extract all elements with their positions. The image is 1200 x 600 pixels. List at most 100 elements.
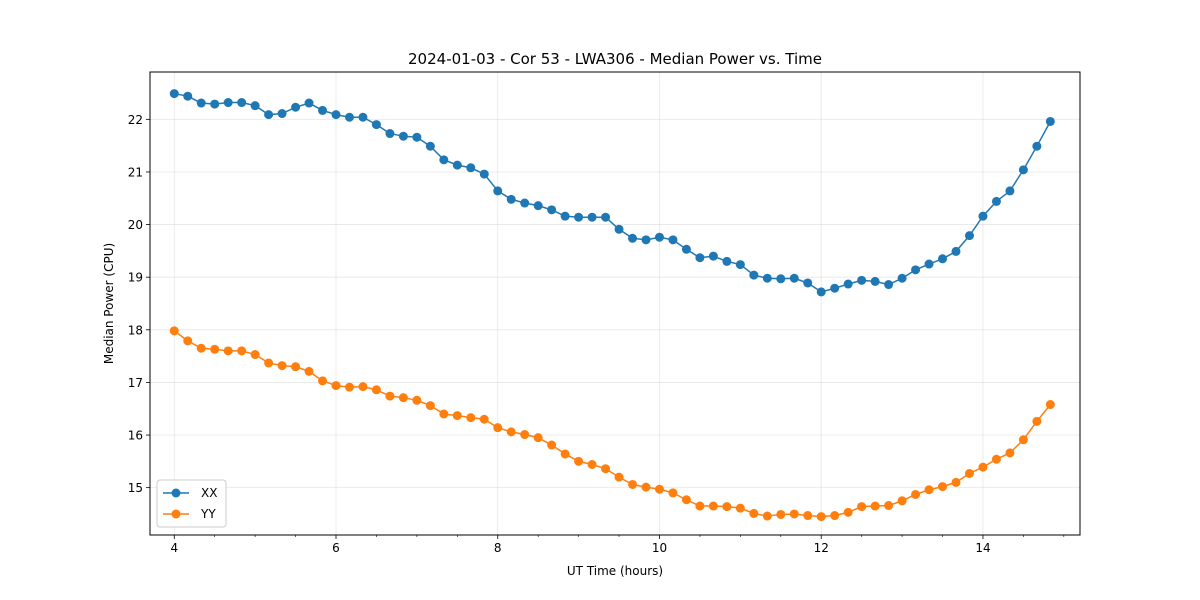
data-point-yy — [911, 489, 921, 499]
data-point-xx — [735, 260, 745, 270]
data-point-xx — [587, 212, 597, 222]
data-point-xx — [506, 194, 516, 204]
data-point-yy — [250, 350, 260, 360]
data-point-yy — [884, 501, 894, 511]
data-point-yy — [897, 496, 907, 506]
data-point-xx — [641, 235, 651, 245]
data-point-yy — [493, 423, 503, 433]
series-yy — [169, 326, 1055, 522]
data-point-yy — [776, 509, 786, 519]
data-point-xx — [264, 110, 274, 120]
data-point-xx — [654, 232, 664, 242]
data-point-xx — [560, 211, 570, 221]
data-point-xx — [938, 254, 948, 264]
legend-marker-xx — [171, 488, 181, 498]
data-point-yy — [574, 456, 584, 466]
data-point-xx — [843, 279, 853, 289]
data-point-xx — [237, 98, 247, 108]
data-point-yy — [1032, 416, 1042, 426]
data-point-xx — [398, 131, 408, 141]
x-tick-label: 14 — [975, 541, 990, 555]
data-point-yy — [601, 464, 611, 474]
data-point-xx — [884, 280, 894, 290]
data-point-yy — [412, 395, 422, 405]
data-point-yy — [843, 507, 853, 517]
data-point-xx — [291, 102, 301, 112]
data-point-xx — [964, 231, 974, 241]
data-point-xx — [479, 169, 489, 179]
data-point-yy — [964, 468, 974, 478]
data-point-xx — [1005, 186, 1015, 196]
data-point-yy — [857, 502, 867, 512]
data-point-yy — [789, 509, 799, 519]
data-point-yy — [762, 511, 772, 521]
data-point-yy — [506, 427, 516, 437]
data-point-yy — [237, 346, 247, 356]
legend-label-yy: YY — [200, 507, 216, 521]
data-point-yy — [264, 358, 274, 368]
data-point-xx — [412, 132, 422, 142]
data-point-xx — [870, 276, 880, 286]
data-point-xx — [708, 251, 718, 261]
data-point-yy — [291, 362, 301, 372]
data-point-yy — [614, 472, 624, 482]
data-point-yy — [870, 501, 880, 511]
data-point-yy — [358, 382, 368, 392]
data-point-xx — [1032, 141, 1042, 151]
data-point-yy — [520, 430, 530, 440]
data-point-yy — [223, 346, 233, 356]
data-point-yy — [331, 381, 341, 391]
data-point-xx — [722, 256, 732, 266]
data-point-xx — [951, 246, 961, 256]
data-point-xx — [344, 112, 354, 122]
data-point-xx — [668, 235, 678, 245]
data-point-xx — [681, 244, 691, 254]
series-layer — [169, 89, 1055, 522]
data-point-xx — [857, 275, 867, 285]
data-point-yy — [722, 502, 732, 512]
data-point-xx — [250, 101, 260, 111]
data-point-xx — [1045, 116, 1055, 126]
data-point-xx — [169, 89, 179, 99]
data-point-xx — [1018, 165, 1028, 175]
data-point-xx — [991, 196, 1001, 206]
data-point-xx — [331, 110, 341, 120]
data-point-yy — [1005, 448, 1015, 458]
legend: XX YY — [156, 479, 227, 528]
data-point-yy — [735, 503, 745, 513]
data-point-xx — [547, 205, 557, 215]
data-point-xx — [304, 98, 314, 108]
data-point-yy — [951, 477, 961, 487]
data-point-yy — [654, 484, 664, 494]
data-point-xx — [277, 109, 287, 119]
data-point-yy — [425, 401, 435, 411]
y-axis-label: Median Power (CPU) — [102, 243, 116, 364]
data-point-yy — [547, 440, 557, 450]
y-tick-label: 18 — [128, 323, 143, 337]
data-point-yy — [277, 361, 287, 371]
data-point-yy — [1018, 435, 1028, 445]
data-point-xx — [574, 212, 584, 222]
chart-title: 2024-01-03 - Cor 53 - LWA306 - Median Po… — [408, 50, 822, 68]
data-point-yy — [479, 414, 489, 424]
x-tick-label: 10 — [652, 541, 667, 555]
data-point-xx — [816, 287, 826, 297]
plot-frame — [149, 71, 1081, 536]
data-point-yy — [978, 462, 988, 472]
y-tick-label: 21 — [128, 165, 143, 179]
data-point-xx — [695, 253, 705, 263]
data-point-xx — [749, 270, 759, 280]
data-point-yy — [708, 501, 718, 511]
data-point-xx — [493, 186, 503, 196]
data-point-xx — [183, 91, 193, 101]
data-point-xx — [830, 283, 840, 293]
data-point-yy — [439, 409, 449, 419]
data-point-xx — [897, 273, 907, 283]
y-tick-label: 16 — [128, 429, 143, 443]
data-point-xx — [628, 233, 638, 243]
data-point-xx — [911, 265, 921, 275]
data-point-yy — [816, 512, 826, 522]
data-point-xx — [762, 273, 772, 283]
data-point-xx — [466, 163, 476, 173]
